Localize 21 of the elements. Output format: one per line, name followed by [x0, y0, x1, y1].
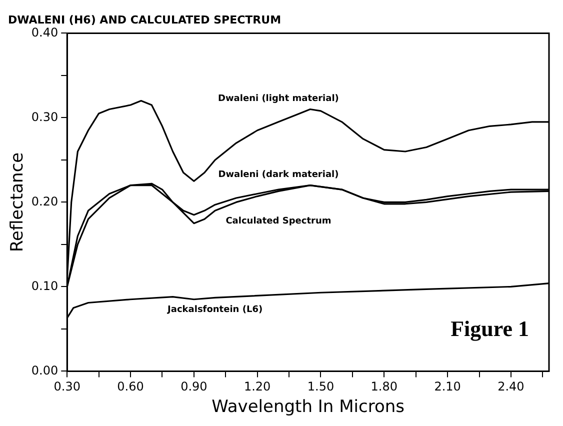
y-tick-label: 0.30: [31, 110, 58, 124]
y-axis-title: Reflectance: [8, 152, 28, 252]
x-tick-label: 0.30: [54, 380, 80, 394]
series-label: Dwaleni (light material): [218, 94, 339, 104]
x-tick-label: 2.10: [434, 380, 461, 394]
y-tick-label: 0.40: [31, 25, 58, 40]
y-tick-label: 0.20: [31, 194, 58, 208]
x-axis-title: Wavelength In Microns: [212, 397, 405, 418]
annotation: Figure 1: [450, 316, 529, 341]
x-tick-label: 1.50: [307, 380, 334, 394]
y-tick-label: 0.10: [31, 278, 58, 293]
series-label: Jackalsfontein (L6): [166, 305, 263, 316]
x-tick-label: 0.90: [180, 380, 208, 394]
x-tick-label: 2.40: [498, 380, 524, 394]
x-tick-label: 1.20: [244, 380, 271, 394]
chart-title: DWALENI (H6) AND CALCULATED SPECTRUM: [8, 13, 282, 26]
series-label: Calculated Spectrum: [226, 216, 332, 226]
x-tick-label: 0.60: [117, 380, 144, 394]
x-tick-label: 1.80: [370, 380, 398, 394]
y-tick-label: 0.00: [31, 363, 58, 378]
series-label: Dwaleni (dark material): [218, 170, 339, 180]
